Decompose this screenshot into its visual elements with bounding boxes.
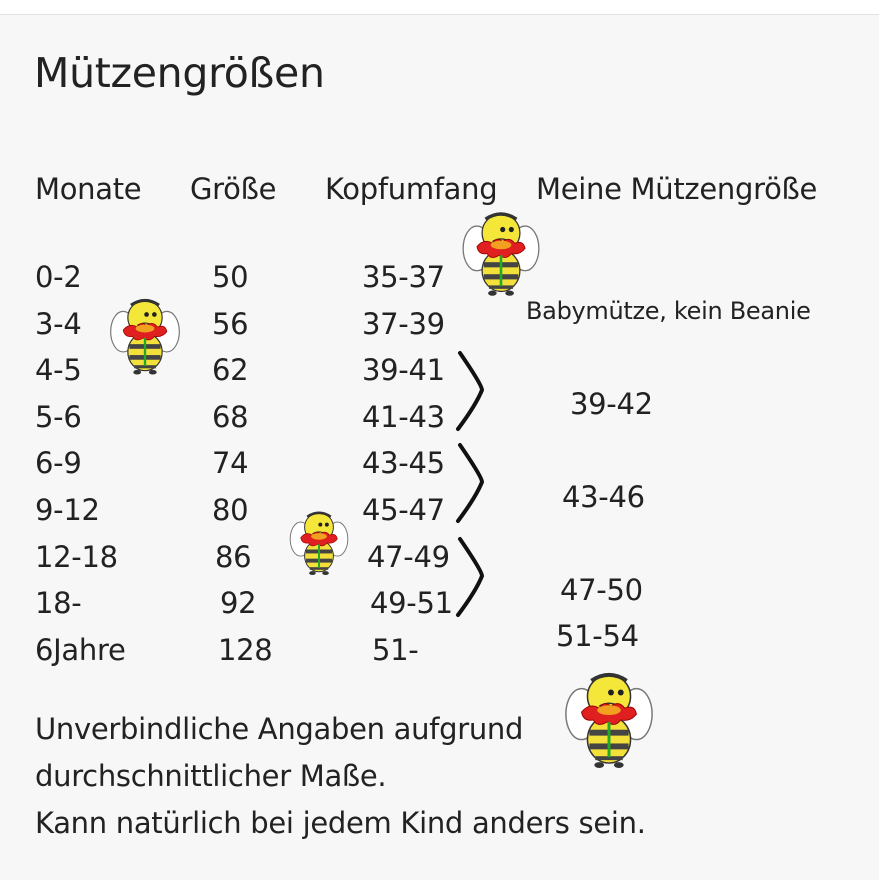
row-monate: 18- [35,586,82,621]
bee-icon [563,672,655,770]
footer-line-1: Unverbindliche Angaben aufgrund [35,712,524,746]
bee-icon [109,298,181,377]
row-monate: 4-5 [35,353,82,388]
footer-line-3: Kann natürlich bei jedem Kind anders sei… [35,806,646,840]
row-groesse: 68 [212,399,249,434]
row-groesse: 92 [220,586,257,621]
my-size-3: 47-50 [560,573,643,607]
row-groesse: 62 [212,353,249,388]
row-monate: 12-18 [35,539,118,574]
note-babymuetze: Babymütze, kein Beanie [526,297,811,325]
note-card: Mützengrößen Monate Größe Kopfumfang Mei… [0,14,879,880]
row-groesse: 80 [212,493,249,527]
page-title: Mützengrößen [34,49,325,97]
brace-icon [456,537,485,617]
row-monate: 0-2 [35,260,82,294]
header-groesse: Größe [190,172,277,206]
brace-icon [456,351,485,431]
row-monate: 6-9 [35,446,82,481]
brace-icon [456,443,485,523]
row-groesse: 86 [215,539,252,574]
row-groesse: 128 [218,632,273,667]
footer-line-2: durchschnittlicher Maße. [35,759,387,793]
header-monate: Monate [35,172,142,206]
row-kopfumfang: 41-43 [362,399,445,434]
row-monate: 5-6 [35,399,82,434]
row-kopfumfang: 45-47 [362,493,445,527]
header-kopfumfang: Kopfumfang [325,172,498,206]
row-monate: 9-12 [35,493,100,527]
row-kopfumfang: 39-41 [362,353,445,388]
row-groesse: 50 [212,260,249,294]
row-kopfumfang: 51- [372,632,419,667]
row-kopfumfang: 43-45 [362,446,445,481]
my-size-4: 51-54 [556,619,639,653]
row-kopfumfang: 49-51 [370,586,453,621]
my-size-2: 43-46 [562,480,645,514]
row-monate: 3-4 [35,306,82,341]
row-kopfumfang: 37-39 [362,306,445,341]
header-meine-muetzengroesse: Meine Mützengröße [536,172,818,206]
row-monate: 6Jahre [35,632,126,667]
row-kopfumfang: 35-37 [362,260,445,294]
bee-icon [288,511,350,577]
row-kopfumfang: 47-49 [367,539,450,574]
row-groesse: 56 [212,306,249,341]
row-groesse: 74 [212,446,249,481]
my-size-1: 39-42 [570,387,653,421]
bee-icon [461,212,541,298]
